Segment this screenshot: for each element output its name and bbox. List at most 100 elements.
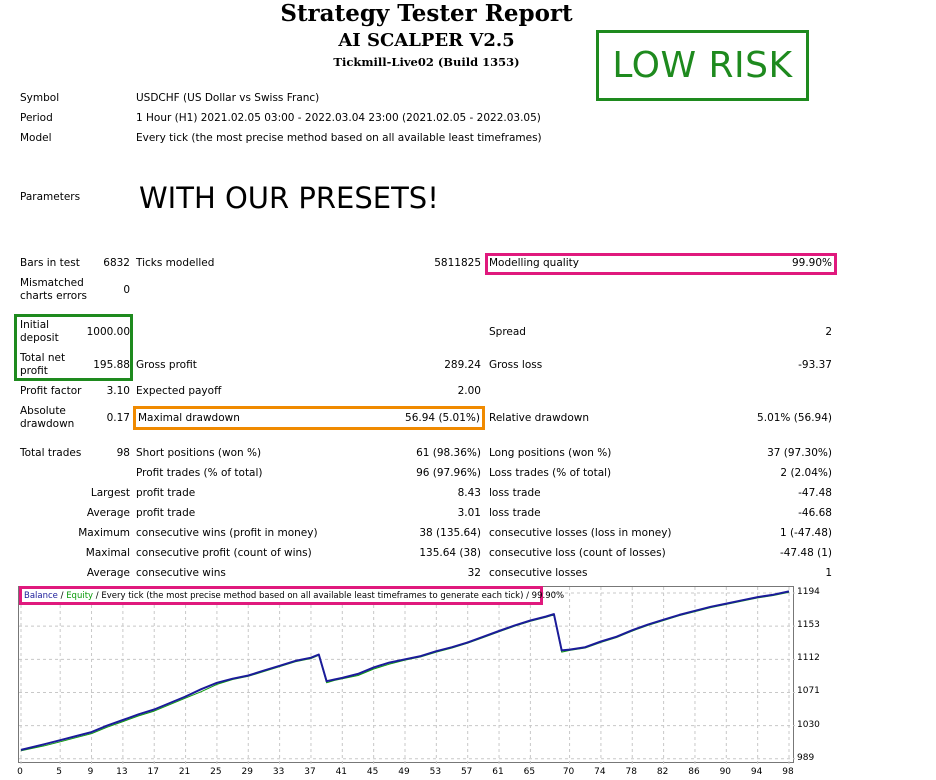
mismatch-label-2: charts errors <box>20 290 87 302</box>
x-tick-label: 41 <box>335 767 348 777</box>
symbol-label: Symbol <box>20 92 60 104</box>
avg-losses-value: 1 <box>825 567 832 579</box>
y-tick-label: 1030 <box>797 719 820 730</box>
chart-plot <box>19 587 795 764</box>
netprofit-label-1: Total net <box>20 352 66 364</box>
risk-badge: LOW RISK <box>596 30 809 101</box>
pf-label: Profit factor <box>20 385 82 397</box>
legend-separator-3: / <box>523 591 532 601</box>
legend-equity: Equity <box>66 591 94 601</box>
absdd-label-2: drawdown <box>20 418 75 430</box>
maximal-drawdown-highlight <box>133 406 485 430</box>
symbol-value: USDCHF (US Dollar vs Swiss Franc) <box>136 92 320 104</box>
netprofit-label-2: profit <box>20 365 48 377</box>
quality-label: Modelling quality <box>489 257 579 269</box>
mxl-profit-label: consecutive profit (count of wins) <box>136 547 312 559</box>
model-label: Model <box>20 132 52 144</box>
ptrades-label: Profit trades (% of total) <box>136 467 263 479</box>
x-tick-label: 45 <box>366 767 379 777</box>
mxl-profit-value: 135.64 (38) <box>419 547 481 559</box>
balance-line <box>20 590 790 751</box>
x-tick-label: 78 <box>625 767 637 777</box>
x-tick-label: 70 <box>562 767 575 777</box>
grossloss-value: -93.37 <box>798 359 832 371</box>
y-tick-label: 1071 <box>797 686 820 697</box>
chart-grid <box>19 587 795 764</box>
average-loss-value: -46.68 <box>798 507 832 519</box>
y-tick-label: 989 <box>797 752 815 763</box>
legend-quality: 99.90% <box>531 591 565 601</box>
spread-value: 2 <box>825 326 832 338</box>
trades-value: 98 <box>116 447 130 459</box>
x-tick-label: 9 <box>87 767 94 777</box>
grossprofit-value: 289.24 <box>444 359 481 371</box>
deposit-label-1: Initial <box>20 319 50 331</box>
y-tick-label: 1153 <box>797 620 820 631</box>
x-tick-label: 74 <box>594 767 606 777</box>
modelling-quality-highlight <box>485 253 837 275</box>
x-tick-label: 61 <box>492 767 504 777</box>
legend-separator-1: / <box>57 591 67 601</box>
quality-value: 99.90% <box>791 257 832 269</box>
x-tick-label: 49 <box>398 767 410 777</box>
x-tick-label: 33 <box>272 767 285 777</box>
ptrades-value: 96 (97.96%) <box>416 467 481 479</box>
chart-legend-highlight <box>19 586 543 605</box>
server-build: Tickmill-Live02 (Build 1353) <box>333 55 520 69</box>
mxl-loss-label: consecutive loss (count of losses) <box>489 547 666 559</box>
period-value: 1 Hour (H1) 2021.02.05 03:00 - 2022.03.0… <box>136 112 541 124</box>
average2-label: Average <box>86 567 130 579</box>
x-tick-label: 25 <box>210 767 222 777</box>
x-tick-label: 90 <box>719 767 732 777</box>
ltrades-value: 2 (2.04%) <box>780 467 832 479</box>
parameters-value: WITH OUR PRESETS! <box>139 181 439 215</box>
maxdd-label: Maximal drawdown <box>138 412 240 424</box>
deposit-value: 1000.00 <box>86 326 130 338</box>
avg-losses-label: consecutive losses <box>489 567 588 579</box>
average-profit-value: 3.01 <box>457 507 481 519</box>
ea-name: AI SCALPER V2.5 <box>338 30 515 51</box>
x-tick-label: 65 <box>523 767 536 777</box>
x-tick-label: 98 <box>782 767 794 777</box>
report-title: Strategy Tester Report <box>280 0 573 27</box>
x-tick-label: 82 <box>656 767 669 777</box>
ticks-value: 5811825 <box>434 257 481 269</box>
largest-label: Largest <box>90 487 130 499</box>
reldd-value: 5.01% (56.94) <box>757 412 832 424</box>
reldd-label: Relative drawdown <box>489 412 590 424</box>
average-loss-label: loss trade <box>489 507 541 519</box>
max-losses-label: consecutive losses (loss in money) <box>489 527 672 539</box>
pf-value: 3.10 <box>106 385 130 397</box>
legend-description: Every tick (the most precise method base… <box>101 591 524 601</box>
x-tick-label: 29 <box>241 767 253 777</box>
ltrades-label: Loss trades (% of total) <box>489 467 612 479</box>
x-tick-label: 94 <box>750 767 763 777</box>
model-value: Every tick (the most precise method base… <box>136 132 542 144</box>
maximal-label: Maximal <box>85 547 130 559</box>
largest-loss-value: -47.48 <box>798 487 832 499</box>
mismatch-value: 0 <box>123 284 130 296</box>
largest-profit-label: profit trade <box>136 487 196 499</box>
long-label: Long positions (won %) <box>489 447 612 459</box>
y-tick-label: 1194 <box>797 587 820 598</box>
average-label: Average <box>86 507 130 519</box>
bars-value: 6832 <box>103 257 130 269</box>
x-tick-label: 37 <box>304 767 316 777</box>
short-label: Short positions (won %) <box>136 447 262 459</box>
legend-balance: Balance <box>24 591 58 601</box>
mxl-loss-value: -47.48 (1) <box>779 547 832 559</box>
ticks-label: Ticks modelled <box>136 257 215 269</box>
chart-legend: Balance / Equity / Every tick (the most … <box>24 591 564 602</box>
deposit-profit-highlight <box>14 314 133 381</box>
maximum-label: Maximum <box>78 527 130 539</box>
period-label: Period <box>20 112 53 124</box>
chart-series <box>20 590 790 752</box>
payoff-value: 2.00 <box>457 385 481 397</box>
deposit-label-2: deposit <box>20 332 59 344</box>
spread-label: Spread <box>489 326 526 338</box>
balance-chart <box>18 586 795 764</box>
x-tick-label: 17 <box>147 767 159 777</box>
x-tick-label: 0 <box>17 767 23 777</box>
y-tick-label: 1112 <box>797 653 820 664</box>
avg-wins-value: 32 <box>467 567 481 579</box>
